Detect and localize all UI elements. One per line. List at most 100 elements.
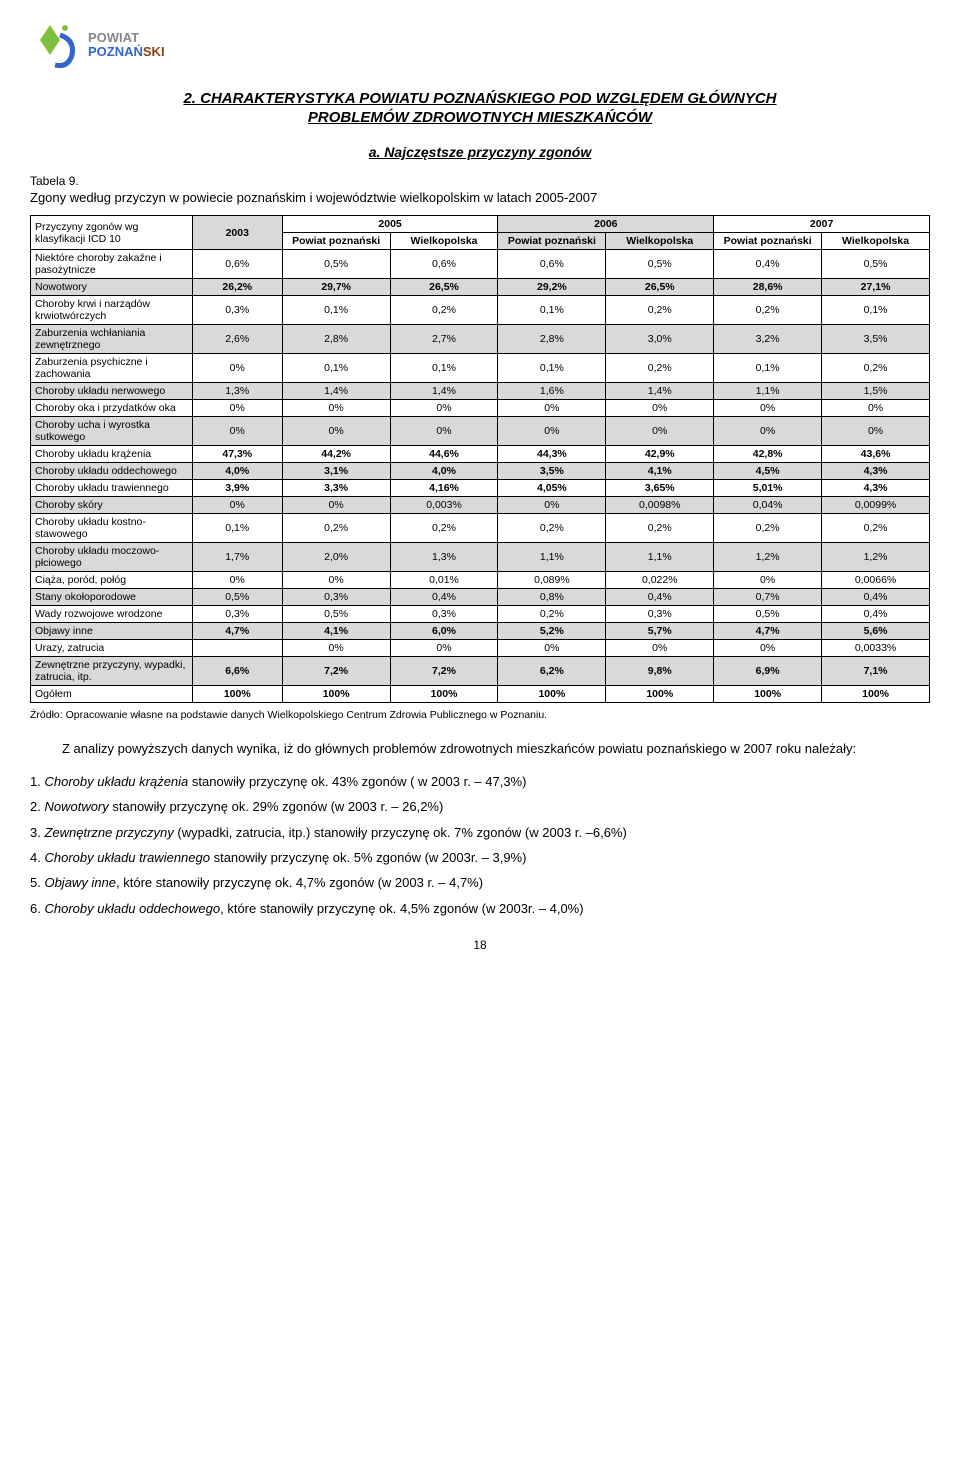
cell: 6,6% [192, 657, 282, 686]
row-label: Choroby układu trawiennego [31, 480, 193, 497]
cell: 5,7% [606, 623, 714, 640]
cell: 0,5% [822, 250, 930, 279]
cell: 0% [192, 400, 282, 417]
cell: 0,2% [390, 514, 498, 543]
finding-item: 5. Objawy inne, które stanowiły przyczyn… [30, 871, 930, 894]
cell: 0,4% [606, 589, 714, 606]
cell: 0,2% [498, 514, 606, 543]
cell: 100% [282, 686, 390, 703]
logo-icon [30, 20, 80, 70]
cell: 0% [282, 640, 390, 657]
cell: 0,1% [498, 296, 606, 325]
cell: 42,9% [606, 446, 714, 463]
cell: 0% [192, 497, 282, 514]
cell: 6,0% [390, 623, 498, 640]
cell: 47,3% [192, 446, 282, 463]
cell: 1,7% [192, 543, 282, 572]
cell: 0,5% [282, 606, 390, 623]
cell: 0% [390, 400, 498, 417]
cell: 0,2% [714, 296, 822, 325]
cell: 3,5% [822, 325, 930, 354]
cell: 0,6% [498, 250, 606, 279]
cell: 4,3% [822, 480, 930, 497]
cell: 0,4% [822, 606, 930, 623]
page-number: 18 [30, 938, 930, 952]
cell: 3,65% [606, 480, 714, 497]
cell: 4,0% [390, 463, 498, 480]
cell: 1,4% [282, 383, 390, 400]
findings-list: 1. Choroby układu krążenia stanowiły prz… [30, 770, 930, 920]
cell: 6,2% [498, 657, 606, 686]
cell: 26,2% [192, 279, 282, 296]
cell: 0,2% [606, 354, 714, 383]
cell: 100% [822, 686, 930, 703]
cell: 1,1% [714, 383, 822, 400]
logo-text: POWIAT POZNAŃSKI [88, 31, 165, 60]
cell: 0,0098% [606, 497, 714, 514]
analysis-paragraph: Z analizy powyższych danych wynika, iż d… [30, 739, 930, 760]
cell: 3,2% [714, 325, 822, 354]
cell: 0% [714, 572, 822, 589]
cell: 0% [714, 400, 822, 417]
cell: 0,6% [390, 250, 498, 279]
cell: 100% [390, 686, 498, 703]
cell: 43,6% [822, 446, 930, 463]
cell: 5,01% [714, 480, 822, 497]
cell: 28,6% [714, 279, 822, 296]
cell: 0,3% [192, 296, 282, 325]
cell: 0,2% [822, 354, 930, 383]
row-label: Niektóre choroby zakaźne i pasożytnicze [31, 250, 193, 279]
cell: 1,2% [714, 543, 822, 572]
cell: 0,01% [390, 572, 498, 589]
row-label: Choroby układu nerwowego [31, 383, 193, 400]
data-table: Przyczyny zgonów wg klasyfikacji ICD 102… [30, 215, 930, 703]
cell: 3,3% [282, 480, 390, 497]
cell: 3,1% [282, 463, 390, 480]
row-label: Urazy, zatrucia [31, 640, 193, 657]
cell: 0% [606, 417, 714, 446]
cell: 4,1% [606, 463, 714, 480]
cell: 0% [390, 640, 498, 657]
row-label: Ciąża, poród, połóg [31, 572, 193, 589]
cell: 4,1% [282, 623, 390, 640]
cell: 1,3% [192, 383, 282, 400]
row-label: Choroby krwi i narządów krwiotwórczych [31, 296, 193, 325]
cell: 9,8% [606, 657, 714, 686]
cell: 0,2% [390, 296, 498, 325]
cell: 0% [606, 400, 714, 417]
cell: 3,5% [498, 463, 606, 480]
cell: 0,2% [606, 514, 714, 543]
cell: 100% [192, 686, 282, 703]
cell: 4,7% [192, 623, 282, 640]
logo-line2b: SKI [143, 44, 165, 59]
cell: 0,0066% [822, 572, 930, 589]
cell: 0% [822, 400, 930, 417]
row-label: Wady rozwojowe wrodzone [31, 606, 193, 623]
finding-item: 4. Choroby układu trawiennego stanowiły … [30, 846, 930, 869]
cell: 100% [498, 686, 606, 703]
cell: 0,1% [822, 296, 930, 325]
cell: 0% [192, 417, 282, 446]
cell: 1,2% [822, 543, 930, 572]
cell: 0,5% [282, 250, 390, 279]
cell: 5,2% [498, 623, 606, 640]
row-label: Zaburzenia psychiczne i zachowania [31, 354, 193, 383]
cell: 1,3% [390, 543, 498, 572]
cell: 26,5% [606, 279, 714, 296]
cell: 0% [606, 640, 714, 657]
cell: 0% [498, 640, 606, 657]
cell: 4,0% [192, 463, 282, 480]
cell [192, 640, 282, 657]
cell: 7,2% [282, 657, 390, 686]
cell: 2,0% [282, 543, 390, 572]
page-subtitle: PROBLEMÓW ZDROWOTNYCH MIESZKAŃCÓW [30, 109, 930, 126]
logo-line1: POWIAT [88, 30, 139, 45]
cell: 0% [714, 640, 822, 657]
cell: 44,3% [498, 446, 606, 463]
row-label: Zewnętrzne przyczyny, wypadki, zatrucia,… [31, 657, 193, 686]
cell: 1,1% [606, 543, 714, 572]
cell: 0% [192, 354, 282, 383]
cell: 29,7% [282, 279, 390, 296]
cell: 0,3% [606, 606, 714, 623]
cell: 0,7% [714, 589, 822, 606]
